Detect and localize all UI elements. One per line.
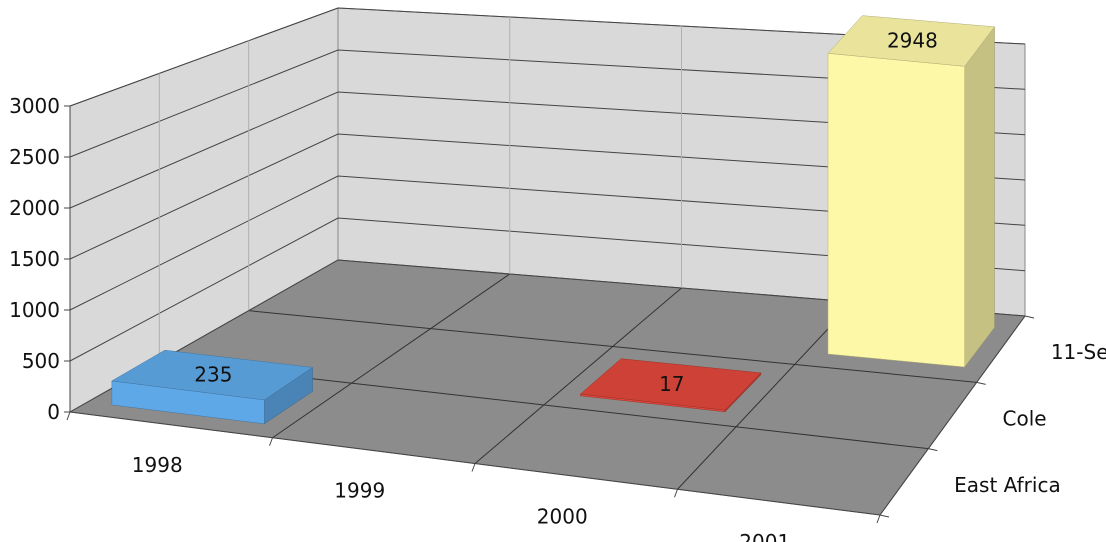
bar-top [579, 358, 762, 411]
x-category-label: 2001 [739, 530, 790, 542]
floor-grid [159, 273, 977, 490]
depth-tick-mark [879, 514, 890, 518]
depth-tick-mark [1024, 315, 1035, 319]
bar-value-label: 17 [659, 372, 684, 396]
gridlines [69, 7, 1026, 413]
y-tick-label: 1000 [9, 298, 60, 322]
axes: 0 500 1000 1500 2000 2500 3000 1998 1999 2000 2001… [9, 94, 1106, 542]
x-category-label: 1998 [132, 453, 183, 477]
bar-front [827, 53, 965, 368]
x-tick-mark [471, 463, 476, 472]
x-tick-mark [876, 514, 881, 524]
floor-gridline [474, 287, 682, 464]
depth-tick-mark [928, 448, 938, 452]
depth-axis-line [879, 315, 1026, 516]
y-tick-label: 2500 [9, 145, 60, 169]
floor-gridline [677, 301, 854, 490]
bar-side [964, 26, 995, 368]
depth-series-label: East Africa [954, 473, 1061, 497]
y-tick-label: 2000 [9, 196, 60, 220]
y-tick-label: 3000 [9, 94, 60, 118]
x-category-label: 1999 [334, 479, 385, 503]
y-tick-label: 0 [47, 400, 60, 424]
x-tick-mark [66, 411, 71, 421]
x-tick-mark [674, 489, 678, 498]
bar-value-label: 2948 [887, 28, 938, 52]
bar-top [827, 15, 995, 67]
labels: 2948 17 235 [194, 28, 938, 395]
depth-series-label: Cole [1003, 407, 1047, 431]
bar-value-label: 235 [194, 363, 232, 387]
y-tick-label: 500 [22, 349, 60, 373]
x-tick-mark [269, 437, 273, 446]
bar-top [111, 349, 314, 401]
depth-series-label: 11-Sep [1051, 340, 1106, 364]
floor-gridline [248, 310, 977, 383]
x-category-label: 2000 [537, 504, 588, 528]
y-tick-label: 1500 [9, 247, 60, 271]
depth-tick-mark [976, 381, 986, 385]
bars [111, 15, 995, 425]
floor-gridline [272, 273, 511, 439]
